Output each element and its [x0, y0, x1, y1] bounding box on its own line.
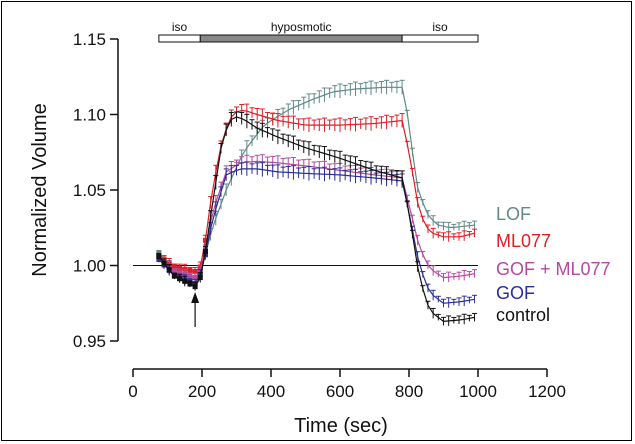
data-point: [177, 276, 183, 282]
condition-label: hyposmotic: [271, 20, 332, 34]
data-point: [192, 275, 198, 281]
data-point: [171, 273, 177, 279]
series-line: [158, 160, 475, 279]
condition-segment: [199, 34, 403, 43]
arrow-head: [191, 292, 200, 303]
data-point: [187, 273, 193, 279]
data-point: [156, 253, 162, 259]
condition-segment: [158, 34, 201, 43]
y-tick-label: 0.95: [73, 332, 106, 351]
y-tick-label: 1.15: [73, 30, 106, 49]
y-tick-label: 1.10: [73, 106, 106, 125]
x-tick-label: 0: [128, 382, 137, 401]
x-tick-label: 800: [395, 382, 423, 401]
x-tick-label: 1200: [528, 382, 566, 401]
series-control: [156, 111, 478, 326]
x-tick-label: 200: [188, 382, 216, 401]
data-point: [202, 237, 208, 243]
condition-segment: [401, 34, 479, 43]
condition-bar: iso hyposmotic iso: [158, 20, 479, 43]
condition-label: iso: [172, 20, 188, 34]
legend-item: control: [496, 305, 550, 325]
y-axis-title: Normalized Volume: [29, 103, 51, 276]
condition-label: iso: [432, 20, 448, 34]
data-point: [202, 248, 208, 254]
y-tick-label: 1.00: [73, 257, 106, 276]
series-gof: [156, 161, 478, 308]
data-point: [171, 264, 177, 270]
data-point: [177, 270, 183, 276]
x-tick-label: 1000: [459, 382, 497, 401]
data-point: [177, 265, 183, 271]
data-point: [166, 267, 172, 273]
data-point: [197, 275, 203, 281]
data-point: [171, 269, 177, 275]
legend-item: ML077: [496, 231, 551, 251]
data-point: [161, 260, 167, 266]
data-point: [187, 281, 193, 287]
x-tick-label: 600: [326, 382, 354, 401]
legend-item: GOF + ML077: [496, 259, 611, 279]
x-axis-title: Time (sec): [294, 415, 388, 437]
legend-item: LOF: [496, 204, 531, 224]
data-point: [182, 278, 188, 284]
x-tick-label: 400: [257, 382, 285, 401]
data-point: [192, 284, 198, 290]
axes: 0.95 1.00 1.05 1.10 1.15 0 200 400 600 800 1000 120…: [73, 30, 566, 401]
series-layer: [156, 79, 478, 326]
data-point: [156, 256, 162, 262]
data-point: [192, 269, 198, 275]
legend-item: GOF: [496, 283, 535, 303]
series-line: [158, 116, 475, 323]
data-point: [187, 267, 193, 273]
y-tick-label: 1.05: [73, 181, 106, 200]
